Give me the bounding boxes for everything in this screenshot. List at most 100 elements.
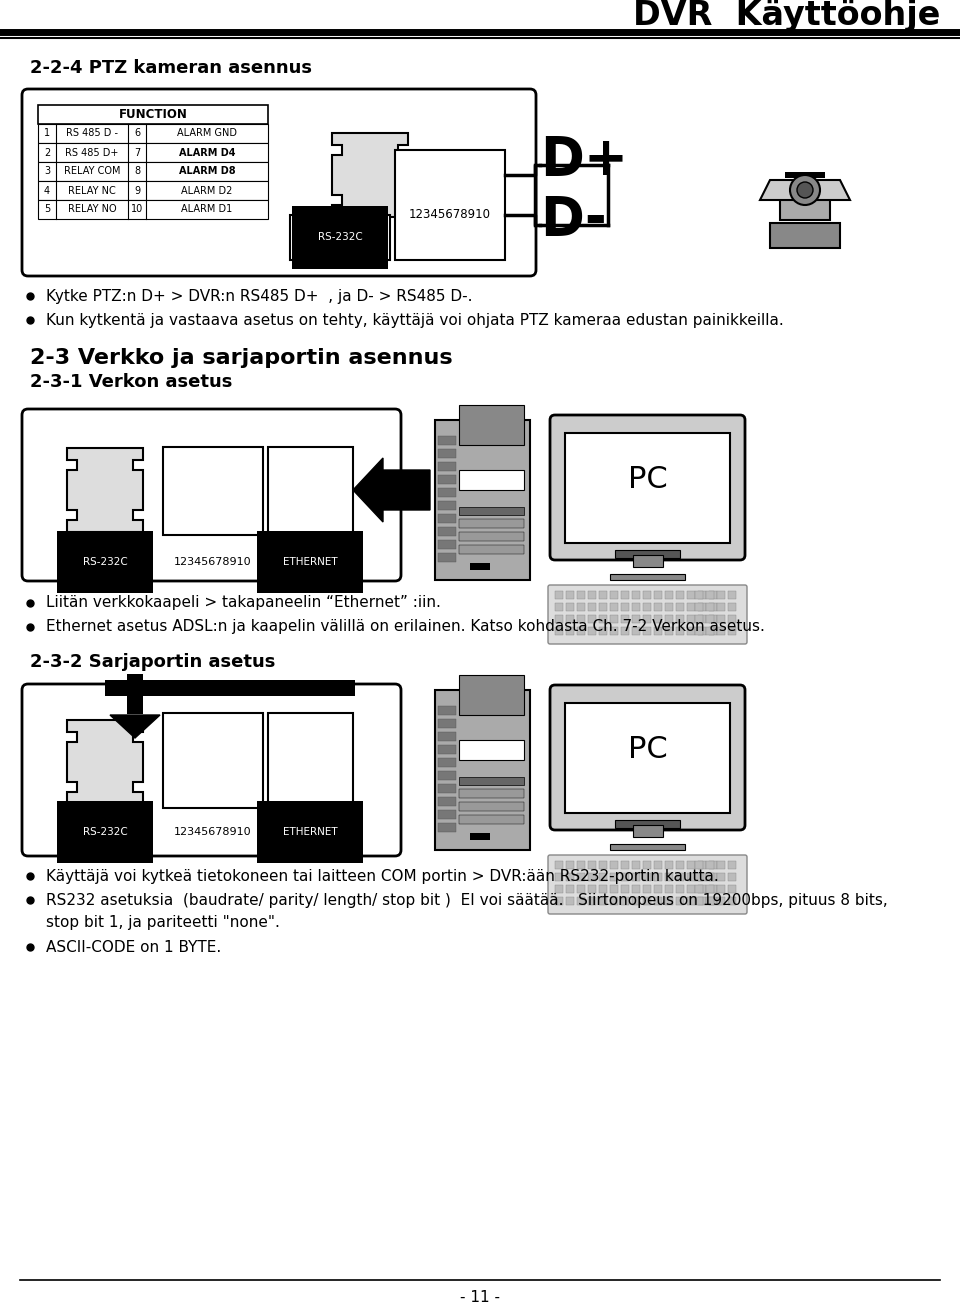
- Bar: [438, 527, 456, 537]
- Bar: [38, 105, 268, 125]
- Text: 10: 10: [131, 205, 143, 214]
- Bar: [665, 604, 673, 611]
- Text: 12345678910: 12345678910: [174, 558, 252, 567]
- Text: PC: PC: [628, 466, 667, 495]
- Bar: [438, 541, 456, 548]
- Bar: [717, 897, 725, 905]
- Bar: [728, 897, 736, 905]
- Circle shape: [797, 182, 813, 198]
- Bar: [163, 712, 263, 808]
- Bar: [717, 872, 725, 880]
- Text: RS-232C: RS-232C: [318, 232, 362, 243]
- Bar: [717, 861, 725, 869]
- Text: 2: 2: [44, 147, 50, 157]
- Text: RS-232C: RS-232C: [83, 827, 128, 837]
- Bar: [438, 488, 456, 497]
- Bar: [438, 758, 456, 768]
- Bar: [610, 615, 618, 623]
- Text: RELAY NC: RELAY NC: [68, 185, 116, 195]
- Bar: [599, 590, 607, 600]
- Text: 5: 5: [44, 205, 50, 214]
- Bar: [615, 550, 680, 558]
- Bar: [621, 627, 629, 635]
- Bar: [621, 590, 629, 600]
- Bar: [588, 627, 596, 635]
- Text: 6: 6: [134, 129, 140, 139]
- Bar: [654, 590, 662, 600]
- Bar: [599, 886, 607, 893]
- Text: RS232 asetuksia  (baudrate/ parity/ length/ stop bit )  EI voi säätää.   Siirton: RS232 asetuksia (baudrate/ parity/ lengt…: [46, 892, 888, 908]
- Bar: [438, 785, 456, 792]
- Bar: [695, 897, 703, 905]
- Bar: [654, 872, 662, 880]
- Bar: [577, 604, 585, 611]
- Bar: [780, 190, 830, 220]
- Bar: [643, 604, 651, 611]
- Bar: [632, 897, 640, 905]
- Bar: [643, 590, 651, 600]
- Bar: [676, 861, 684, 869]
- Bar: [643, 861, 651, 869]
- Bar: [643, 627, 651, 635]
- Text: Liitän verkkokaapeli > takapaneelin “Ethernet” :iin.: Liitän verkkokaapeli > takapaneelin “Eth…: [46, 596, 441, 610]
- Bar: [470, 833, 490, 840]
- Text: 1: 1: [44, 129, 50, 139]
- Bar: [665, 897, 673, 905]
- Bar: [621, 897, 629, 905]
- Bar: [665, 615, 673, 623]
- Bar: [599, 604, 607, 611]
- Text: ALARM GND: ALARM GND: [177, 129, 237, 139]
- Text: ALARM D2: ALARM D2: [181, 185, 232, 195]
- Bar: [687, 615, 695, 623]
- Bar: [687, 590, 695, 600]
- Bar: [610, 627, 618, 635]
- Bar: [38, 125, 268, 143]
- Bar: [695, 615, 703, 623]
- Bar: [438, 462, 456, 471]
- Bar: [459, 544, 524, 554]
- Bar: [459, 470, 524, 489]
- Bar: [687, 627, 695, 635]
- Bar: [728, 872, 736, 880]
- Bar: [676, 590, 684, 600]
- Bar: [438, 552, 456, 562]
- Bar: [566, 886, 574, 893]
- Bar: [687, 861, 695, 869]
- Bar: [555, 861, 563, 869]
- Bar: [632, 615, 640, 623]
- Bar: [459, 740, 524, 760]
- Bar: [643, 872, 651, 880]
- Bar: [565, 433, 730, 543]
- Text: D+: D+: [540, 134, 628, 186]
- Bar: [438, 719, 456, 728]
- Text: PC: PC: [628, 736, 667, 765]
- FancyBboxPatch shape: [548, 585, 747, 644]
- Bar: [785, 172, 825, 178]
- Text: DVR  Käyttöohje: DVR Käyttöohje: [633, 0, 940, 31]
- Bar: [698, 861, 706, 869]
- Bar: [459, 531, 524, 541]
- Bar: [698, 897, 706, 905]
- Bar: [577, 861, 585, 869]
- Bar: [687, 604, 695, 611]
- Bar: [698, 886, 706, 893]
- Bar: [695, 861, 703, 869]
- Bar: [621, 886, 629, 893]
- Bar: [676, 615, 684, 623]
- Bar: [610, 844, 685, 850]
- Bar: [577, 872, 585, 880]
- Bar: [654, 627, 662, 635]
- FancyBboxPatch shape: [548, 855, 747, 914]
- Bar: [695, 872, 703, 880]
- Bar: [395, 150, 505, 260]
- Bar: [438, 436, 456, 445]
- Bar: [632, 872, 640, 880]
- Bar: [38, 181, 268, 199]
- Bar: [566, 615, 574, 623]
- Bar: [459, 520, 524, 527]
- Bar: [676, 604, 684, 611]
- Bar: [676, 886, 684, 893]
- Bar: [706, 590, 714, 600]
- Bar: [555, 627, 563, 635]
- Bar: [577, 897, 585, 905]
